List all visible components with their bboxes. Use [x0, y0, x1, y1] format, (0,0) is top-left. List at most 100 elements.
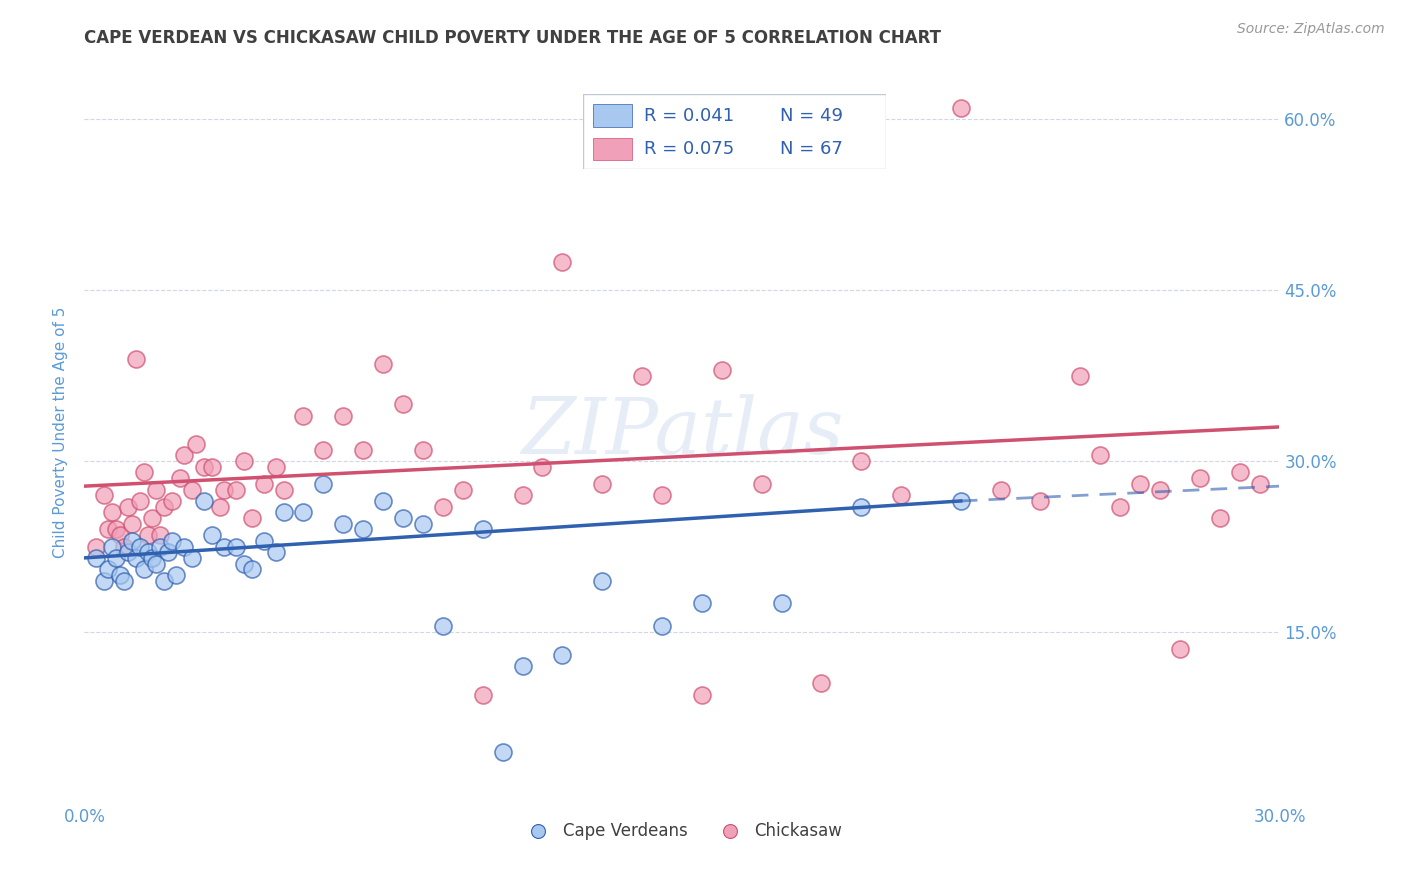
Point	[181, 550, 204, 565]
Point	[225, 540, 247, 554]
Point	[332, 516, 354, 531]
Point	[149, 540, 172, 554]
Point	[373, 494, 395, 508]
Point	[810, 676, 832, 690]
Point	[105, 550, 128, 565]
Point	[160, 533, 183, 548]
Point	[173, 540, 195, 554]
Point	[112, 574, 135, 588]
FancyBboxPatch shape	[583, 94, 886, 169]
Point	[125, 351, 148, 366]
Point	[690, 688, 713, 702]
Point	[432, 619, 454, 633]
Point	[373, 357, 395, 371]
Point	[273, 505, 295, 519]
Point	[125, 550, 148, 565]
Point	[117, 545, 139, 559]
Point	[97, 562, 120, 576]
Point	[492, 745, 515, 759]
Bar	[592, 104, 631, 127]
Point	[93, 574, 115, 588]
Point	[751, 476, 773, 491]
Point	[101, 540, 124, 554]
Point	[240, 562, 263, 576]
Point	[110, 528, 132, 542]
Point	[240, 511, 263, 525]
Text: R = 0.041: R = 0.041	[644, 107, 734, 125]
Point	[264, 459, 287, 474]
Point	[145, 483, 167, 497]
Point	[432, 500, 454, 514]
Point	[1149, 483, 1171, 497]
Point	[208, 500, 231, 514]
Point	[129, 540, 152, 554]
Point	[949, 494, 972, 508]
Point	[312, 442, 335, 457]
Point	[184, 437, 207, 451]
Point	[110, 568, 132, 582]
Text: N = 49: N = 49	[780, 107, 844, 125]
Point	[631, 368, 654, 383]
Point	[132, 562, 156, 576]
Point	[86, 550, 108, 565]
Point	[165, 568, 187, 582]
Point	[232, 454, 254, 468]
Point	[145, 557, 167, 571]
Point	[149, 528, 172, 542]
Point	[160, 494, 183, 508]
Point	[471, 523, 494, 537]
Point	[412, 516, 434, 531]
Point	[690, 597, 713, 611]
Point	[651, 488, 673, 502]
Point	[141, 550, 163, 565]
Text: N = 67: N = 67	[780, 140, 842, 158]
Point	[153, 500, 176, 514]
Text: Source: ZipAtlas.com: Source: ZipAtlas.com	[1237, 22, 1385, 37]
Point	[101, 505, 124, 519]
Point	[392, 511, 415, 525]
Point	[264, 545, 287, 559]
Point	[212, 540, 235, 554]
Point	[232, 557, 254, 571]
Point	[121, 533, 143, 548]
Point	[97, 523, 120, 537]
Point	[412, 442, 434, 457]
Point	[181, 483, 204, 497]
Point	[112, 540, 135, 554]
Point	[132, 466, 156, 480]
Point	[392, 397, 415, 411]
Point	[212, 483, 235, 497]
Point	[225, 483, 247, 497]
Point	[141, 511, 163, 525]
Point	[851, 500, 873, 514]
Point	[1168, 642, 1191, 657]
Point	[890, 488, 912, 502]
Point	[292, 505, 315, 519]
Point	[93, 488, 115, 502]
Point	[129, 494, 152, 508]
Point	[352, 442, 374, 457]
Point	[1188, 471, 1211, 485]
Point	[551, 648, 574, 662]
Point	[201, 459, 224, 474]
Point	[193, 459, 215, 474]
Point	[173, 449, 195, 463]
Text: ZIPatlas: ZIPatlas	[520, 394, 844, 471]
Point	[591, 476, 613, 491]
Point	[512, 659, 534, 673]
Point	[105, 523, 128, 537]
Point	[292, 409, 315, 423]
Point	[273, 483, 295, 497]
Text: CAPE VERDEAN VS CHICKASAW CHILD POVERTY UNDER THE AGE OF 5 CORRELATION CHART: CAPE VERDEAN VS CHICKASAW CHILD POVERTY …	[84, 29, 942, 47]
Point	[451, 483, 474, 497]
Point	[136, 545, 159, 559]
Point	[253, 533, 276, 548]
Point	[136, 528, 159, 542]
Point	[1069, 368, 1091, 383]
Point	[591, 574, 613, 588]
Point	[949, 101, 972, 115]
Point	[1129, 476, 1152, 491]
Point	[117, 500, 139, 514]
Point	[512, 488, 534, 502]
Point	[157, 545, 180, 559]
